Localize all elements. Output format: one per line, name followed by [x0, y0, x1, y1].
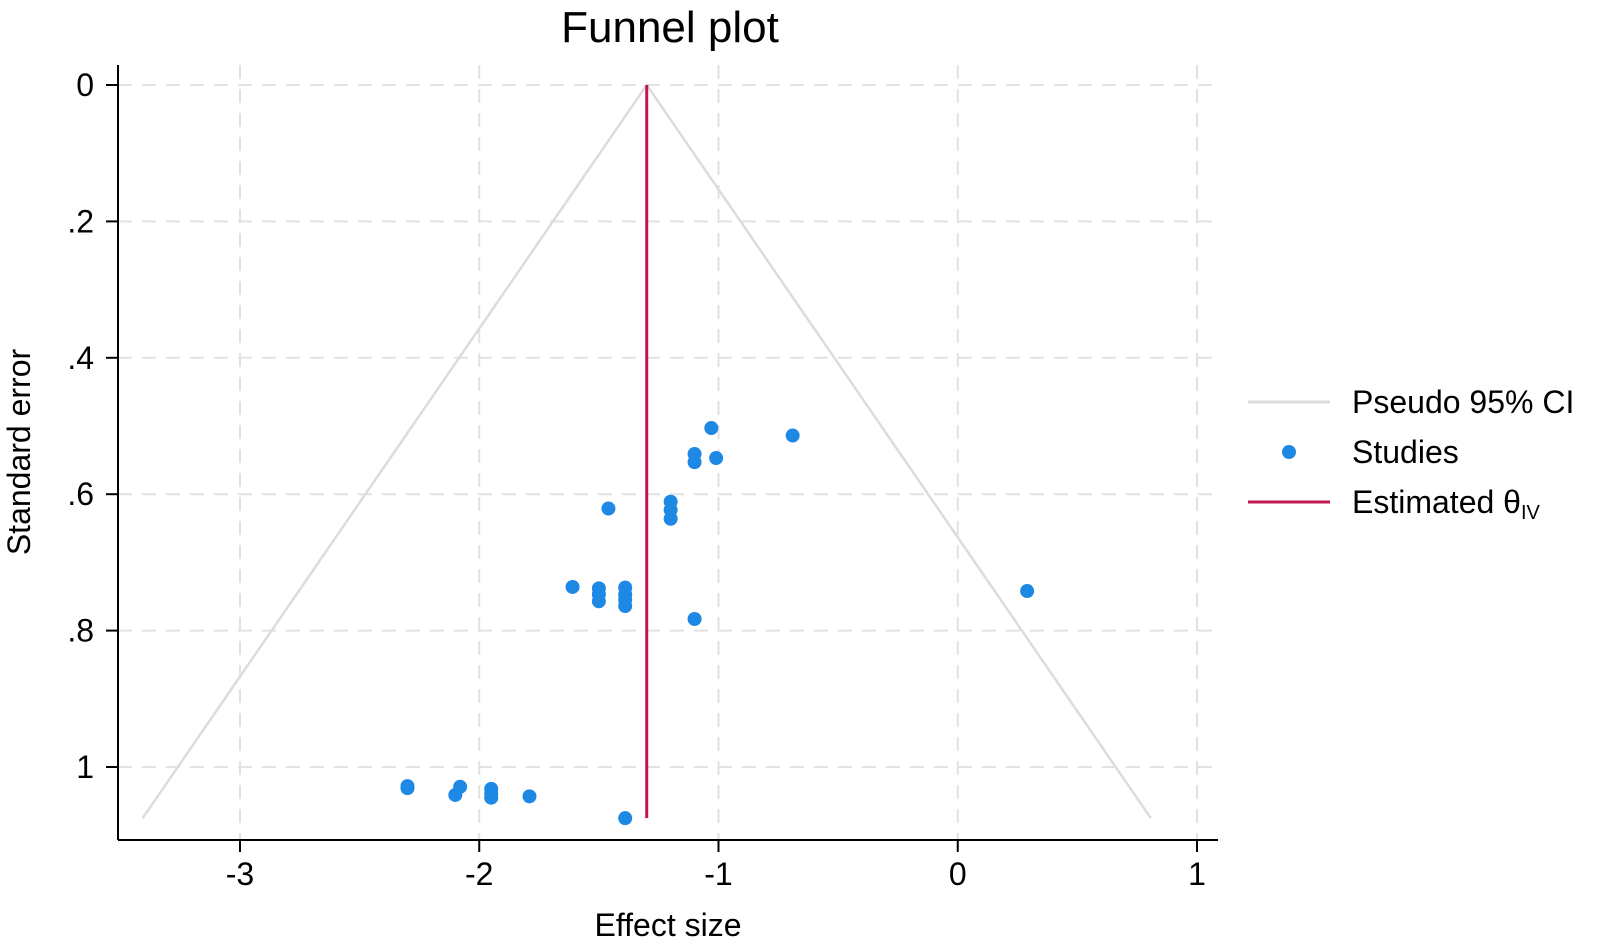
legend-estimate-text: Estimated θ — [1352, 484, 1521, 520]
study-point — [484, 790, 499, 805]
study-point — [565, 579, 580, 594]
x-tick-label: 0 — [949, 856, 967, 892]
y-tick-label: .2 — [67, 203, 94, 239]
study-point — [448, 787, 463, 802]
legend: Pseudo 95% CI Studies Estimated θIV — [1248, 384, 1574, 524]
study-point — [1020, 584, 1035, 599]
chart-title: Funnel plot — [561, 3, 779, 52]
x-ticks: -3 -2 -1 0 1 — [226, 840, 1206, 892]
study-point — [618, 599, 633, 614]
y-tick-label: 0 — [76, 67, 94, 103]
legend-estimate-subscript: IV — [1521, 502, 1541, 524]
legend-estimate-label: Estimated θIV — [1352, 484, 1541, 524]
y-axis-label: Standard error — [1, 348, 37, 555]
y-tick-label: .4 — [67, 340, 94, 376]
study-point — [663, 511, 678, 526]
y-ticks: 0 .2 .4 .6 .8 1 — [67, 67, 118, 785]
y-tick-label: .8 — [67, 613, 94, 649]
grid — [118, 65, 1218, 840]
legend-studies-label: Studies — [1352, 434, 1459, 470]
study-point — [591, 594, 606, 609]
study-point — [687, 455, 702, 470]
legend-studies-swatch — [1282, 445, 1296, 459]
study-point — [618, 811, 633, 826]
study-point — [709, 451, 724, 466]
x-tick-label: -1 — [704, 856, 732, 892]
x-axis-label: Effect size — [594, 907, 741, 943]
study-point — [687, 612, 702, 627]
axes — [117, 65, 1218, 841]
x-tick-label: -2 — [465, 856, 493, 892]
y-tick-label: 1 — [76, 749, 94, 785]
x-tick-label: -3 — [226, 856, 254, 892]
study-point — [522, 789, 537, 804]
legend-ci-label: Pseudo 95% CI — [1352, 384, 1574, 420]
y-tick-label: .6 — [67, 476, 94, 512]
study-point — [400, 781, 415, 796]
study-point — [704, 421, 719, 436]
study-points — [400, 421, 1035, 826]
study-point — [785, 428, 800, 443]
study-point — [601, 501, 616, 516]
x-tick-label: 1 — [1188, 856, 1206, 892]
